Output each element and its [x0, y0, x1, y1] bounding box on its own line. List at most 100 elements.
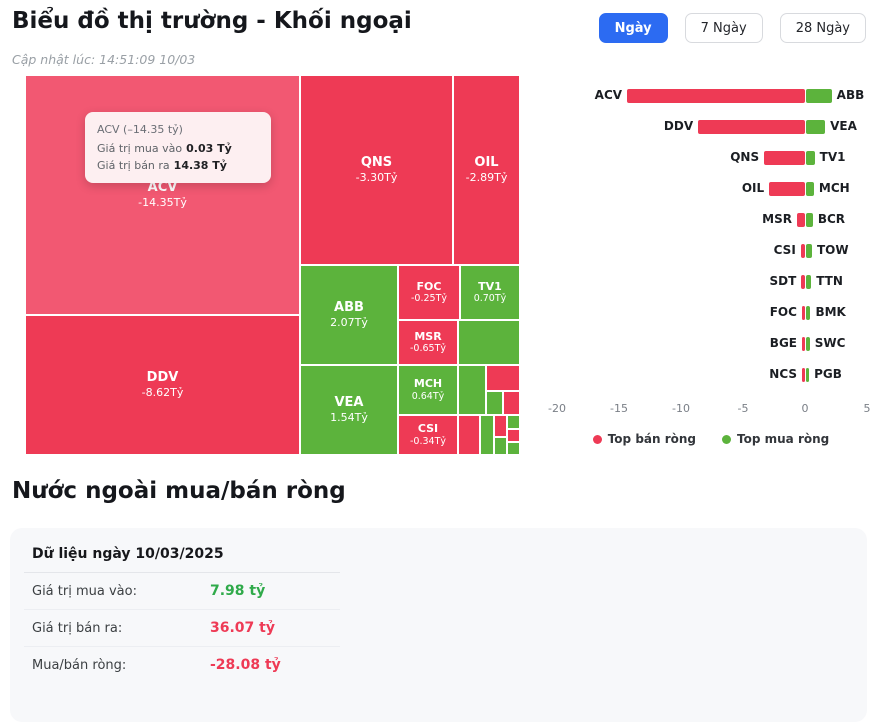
treemap-minor-cell [494, 437, 507, 455]
sell-ticker-label: SDT [769, 274, 797, 288]
sell-ticker-label: CSI [773, 243, 796, 257]
buy-ticker-label: TTN [816, 274, 843, 288]
treemap-minor-cell [494, 415, 507, 437]
buy-bar-mch [806, 182, 814, 196]
cell-value: -14.35Tỷ [138, 196, 187, 210]
sell-bar-csi [800, 244, 805, 258]
summary-row: Giá trị bán ra: 36.07 tỷ [24, 610, 340, 647]
tooltip-sell-label: Giá trị bán ra [97, 159, 170, 173]
sell-ticker-label: MSR [762, 212, 792, 226]
daily-summary-card: Dữ liệu ngày 10/03/2025 Giá trị mua vào:… [10, 528, 867, 722]
summary-value: 7.98 tỷ [210, 583, 266, 599]
cell-ticker: MCH [413, 377, 443, 391]
tooltip-sell-row: Giá trị bán ra 14.38 Tỷ [97, 157, 259, 174]
treemap-cell-msr[interactable]: MSR -0.65Tỷ [398, 320, 458, 365]
summary-rows: Giá trị mua vào: 7.98 tỷ Giá trị bán ra: 36… [24, 573, 340, 683]
sell-ticker-label: DDV [663, 119, 694, 133]
buy-ticker-label: TOW [816, 243, 849, 257]
section-title: Nước ngoài mua/bán ròng [12, 478, 346, 504]
treemap-cell-acv[interactable]: ACV -14.35Tỷ [25, 75, 300, 315]
card-title: Dữ liệu ngày 10/03/2025 [24, 538, 340, 573]
legend-label: Top bán ròng [607, 432, 697, 446]
cell-ticker: MSR [414, 329, 442, 343]
treemap-minor-cell [507, 442, 520, 455]
treemap-minor-cell [480, 415, 494, 455]
summary-value: -28.08 tỷ [210, 657, 281, 673]
sell-ticker-label: FOC [769, 305, 797, 319]
x-axis-tick: -20 [548, 402, 566, 415]
buy-bar-abb [806, 89, 832, 103]
sell-bar-ncs [802, 368, 805, 382]
buy-bar-swc [806, 337, 810, 351]
buy-ticker-label: ABB [836, 88, 865, 102]
cell-ticker: TV1 [478, 279, 502, 293]
treemap-cell-csi[interactable]: CSI -0.34Tỷ [398, 415, 458, 455]
cell-value: 1.54Tỷ [330, 411, 368, 425]
treemap-minor-cell [503, 391, 520, 415]
cell-value: 0.64Tỷ [411, 390, 445, 402]
sell-ticker-label: BGE [769, 336, 797, 350]
chart-legend: Top bán ròng Top mua ròng [545, 432, 877, 446]
tooltip-buy-value: 0.03 Tỷ [186, 142, 232, 156]
summary-panel: Dữ liệu ngày 10/03/2025 Giá trị mua vào:… [24, 538, 340, 683]
buy-ticker-label: VEA [830, 119, 857, 133]
x-axis-tick: -5 [737, 402, 749, 415]
buy-bar-bcr [806, 213, 813, 227]
updated-timestamp: Cập nhật lúc: 14:51:09 10/03 [12, 52, 196, 67]
cell-value: 0.70Tỷ [473, 293, 507, 305]
buy-bar-tv1 [806, 151, 815, 165]
cell-ticker: ABB [334, 300, 364, 315]
range-button-7-ngày[interactable]: 7 Ngày [684, 13, 763, 43]
summary-value: 36.07 tỷ [210, 620, 275, 636]
sell-ticker-label: OIL [741, 181, 765, 195]
range-button-ngày[interactable]: Ngày [598, 13, 668, 43]
cell-ticker: DDV [146, 370, 179, 385]
summary-label: Giá trị mua vào: [32, 583, 137, 599]
sell-ticker-label: QNS [730, 150, 760, 164]
sell-bar-msr [796, 213, 805, 227]
buy-ticker-label: BMK [815, 305, 846, 319]
cell-value: -0.25Tỷ [410, 293, 447, 305]
buy-ticker-label: TV1 [819, 150, 846, 164]
buy-bar-tow [806, 244, 812, 258]
sell-bar-sdt [801, 275, 805, 289]
sell-bar-oil [769, 182, 805, 196]
sell-ticker-label: NCS [769, 367, 797, 381]
legend-item-buy: Top mua ròng [722, 432, 829, 446]
x-axis-tick: 5 [863, 402, 871, 415]
treemap-minor-cell [486, 391, 503, 415]
treemap-minor-cell [507, 429, 520, 442]
treemap-cell-oil[interactable]: OIL -2.89Tỷ [453, 75, 520, 265]
treemap-minor-cell [458, 365, 486, 415]
treemap-cell-vea[interactable]: VEA 1.54Tỷ [300, 365, 398, 455]
treemap-minor-cell [458, 320, 520, 365]
cell-value: -8.62Tỷ [141, 386, 184, 400]
summary-row: Mua/bán ròng: -28.08 tỷ [24, 647, 340, 683]
cell-ticker: ACV [147, 180, 178, 195]
range-button-28-ngày[interactable]: 28 Ngày [779, 13, 866, 43]
cell-ticker: CSI [417, 422, 439, 436]
treemap-minor-cell [458, 415, 480, 455]
treemap-minor-cell [486, 365, 520, 391]
treemap-cell-qns[interactable]: QNS -3.30Tỷ [300, 75, 453, 265]
sell-bar-acv [627, 89, 805, 103]
range-buttons: Ngày 7 Ngày 28 Ngày [598, 13, 866, 43]
treemap-cell-abb[interactable]: ABB 2.07Tỷ [300, 265, 398, 365]
legend-label: Top mua ròng [737, 432, 830, 446]
cell-value: -0.34Tỷ [409, 435, 446, 447]
x-axis-tick: -15 [610, 402, 628, 415]
sell-bar-qns [764, 151, 805, 165]
summary-row: Giá trị mua vào: 7.98 tỷ [24, 573, 340, 610]
legend-dot [722, 434, 732, 444]
cell-ticker: FOC [416, 279, 442, 293]
cell-ticker: VEA [334, 395, 364, 410]
treemap-cell-tv1[interactable]: TV1 0.70Tỷ [460, 265, 520, 320]
treemap-cell-mch[interactable]: MCH 0.64Tỷ [398, 365, 458, 415]
buy-ticker-label: SWC [814, 336, 846, 350]
cell-ticker: QNS [360, 155, 393, 170]
legend-item-sell: Top bán ròng [592, 432, 697, 446]
treemap-cell-ddv[interactable]: DDV -8.62Tỷ [25, 315, 300, 455]
treemap-cell-foc[interactable]: FOC -0.25Tỷ [398, 265, 460, 320]
sell-bar-foc [801, 306, 805, 320]
